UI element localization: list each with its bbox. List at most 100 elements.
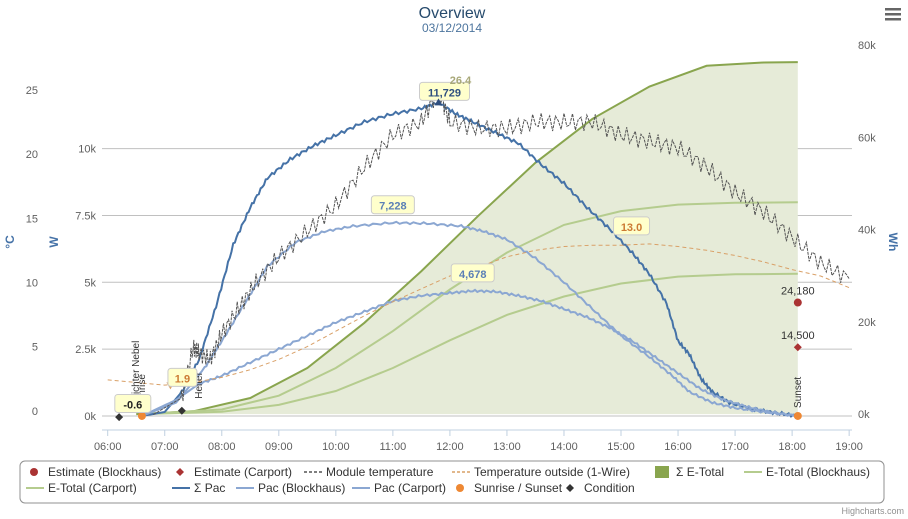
legend-symbol [176, 468, 184, 476]
data-label-max-sum-pac: 11,729 [428, 87, 461, 99]
series-e-total [136, 61, 798, 416]
y-tick-label-energy: 20k [858, 317, 876, 329]
legend-symbol [655, 466, 669, 478]
condition-marker [115, 413, 124, 422]
x-tick-label: 12:00 [436, 441, 464, 453]
estimate-blockhaus-label: 24,180 [781, 286, 815, 298]
legend-label: E-Total (Carport) [48, 481, 137, 495]
legend-label: Estimate (Blockhaus) [48, 465, 161, 479]
data-label-box [613, 216, 651, 236]
legend-label: Sunrise / Sunset [474, 481, 563, 495]
credits[interactable]: Highcharts.com [841, 506, 904, 516]
y-tick-label-power: 2.5k [75, 344, 96, 356]
legend-symbol [566, 484, 574, 492]
data-label-min-module-temp: -0.6 [123, 399, 142, 411]
y-tick-label-energy: 40k [858, 225, 876, 237]
chart-title: Overview [419, 5, 486, 22]
y-tick-label-energy: 0k [858, 409, 870, 421]
data-label-box [167, 367, 198, 387]
legend: Estimate (Blockhaus) Estimate (Carport) Mo… [19, 460, 885, 504]
data-label-min-temp-outside: 1.9 [175, 373, 190, 385]
legend-item[interactable]: Sunrise / Sunset [456, 481, 563, 495]
condition-label: Leichter Nebel [131, 341, 142, 405]
estimate-carport-marker [793, 343, 802, 352]
legend-symbol [456, 484, 464, 492]
series-pac [141, 98, 799, 418]
series-pac-carport [141, 288, 799, 418]
x-tick-label: 11:00 [380, 441, 407, 453]
y-tick-label-temp: 25 [26, 85, 38, 97]
legend-item[interactable]: Pac (Carport) [352, 481, 446, 495]
y-tick-label-power: 10k [78, 144, 96, 156]
y-tick-label-temp: 5 [32, 342, 38, 354]
legend-label: Pac (Blockhaus) [258, 481, 345, 495]
data-label-box [450, 263, 495, 283]
legend-item[interactable]: E-Total (Blockhaus) [744, 465, 870, 479]
max-pac-marker [434, 98, 443, 106]
data-label-max-pac-carport: 4,678 [459, 269, 487, 281]
marker-layer: 24,180 14,500 Sunrise Sunset Leichter Nebel H… [115, 286, 815, 422]
x-tick-label: 16:00 [664, 441, 692, 453]
x-tick-label: 15:00 [607, 441, 635, 453]
y-tick-label-temp: 20 [26, 149, 38, 161]
data-label-max-module-temp: 26.4 [450, 75, 472, 87]
condition-marker [177, 406, 186, 415]
y-tick-label-temp: 0 [32, 406, 38, 418]
estimate-blockhaus-marker [793, 298, 802, 307]
legend-label: E-Total (Blockhaus) [766, 465, 870, 479]
x-tick-label: 06:00 [94, 441, 122, 453]
chart-subtitle: 03/12/2014 [422, 21, 482, 35]
data-label-box [370, 195, 415, 215]
estimate-carport-label: 14,500 [781, 330, 815, 342]
series-layer [107, 61, 850, 418]
data-label-max-temp-outside: 13.0 [621, 222, 642, 234]
data-labels: 11,729 7,228 4,678 13.0 1.9 -0.6 26.4 [114, 75, 651, 413]
x-tick-label: 10:00 [322, 441, 350, 453]
legend-label: Condition [584, 481, 635, 495]
x-tick-label: 14:00 [550, 441, 578, 453]
legend-symbol [30, 468, 38, 476]
y-tick-label-power: 7.5k [75, 210, 96, 222]
y-tick-label-temp: 10 [26, 277, 38, 289]
data-label-box [114, 393, 152, 413]
axes: 0k 2.5k 5k 7.5k 10k 0 5 10 15 20 25 0k 20k 40k 60k 80k °… [3, 40, 900, 453]
legend-label: Σ Pac [194, 481, 225, 495]
legend-item[interactable]: Estimate (Blockhaus) [30, 465, 161, 479]
x-tick-label: 17:00 [721, 441, 749, 453]
legend-label: Pac (Carport) [374, 481, 446, 495]
y-axis-title-temp: °C [3, 235, 17, 249]
legend-item[interactable]: Σ Pac [172, 481, 225, 495]
legend-label: Temperature outside (1-Wire) [474, 465, 630, 479]
condition-label: Heiter [194, 371, 205, 398]
y-tick-label-energy: 80k [858, 40, 876, 52]
sunset-marker [793, 411, 802, 420]
legend-item[interactable]: Module temperature [304, 465, 434, 479]
series-e-total-carport [141, 272, 798, 416]
sunrise-marker [137, 411, 146, 420]
menu-icon[interactable] [880, 4, 904, 24]
legend-item[interactable]: Pac (Blockhaus) [236, 481, 345, 495]
x-tick-label: 19:00 [835, 441, 863, 453]
legend-item[interactable]: Σ E-Total [655, 465, 724, 479]
data-label-max-pac-blockhaus: 7,228 [379, 201, 407, 213]
x-tick-label: 18:00 [778, 441, 806, 453]
y-tick-label-energy: 60k [858, 132, 876, 144]
legend-item[interactable]: Temperature outside (1-Wire) [452, 465, 630, 479]
legend-item[interactable]: E-Total (Carport) [26, 481, 137, 495]
y-tick-label-power: 5k [84, 277, 96, 289]
y-tick-label-temp: 15 [26, 213, 38, 225]
series-e-total-area [136, 62, 798, 415]
sunset-label: Sunset [793, 377, 804, 408]
x-tick-label: 09:00 [265, 441, 293, 453]
legend-item[interactable]: Condition [566, 481, 635, 495]
sunrise-label: Sunrise [137, 374, 148, 408]
x-tick-label: 08:00 [208, 441, 236, 453]
y-axis-title-energy: Wh [886, 233, 900, 252]
y-axis-title-power: W [47, 236, 61, 248]
x-tick-label: 13:00 [493, 441, 521, 453]
legend-item[interactable]: Estimate (Carport) [176, 465, 292, 479]
x-tick-label: 07:00 [151, 441, 179, 453]
legend-label: Σ E-Total [676, 465, 724, 479]
data-label-box [419, 81, 471, 101]
